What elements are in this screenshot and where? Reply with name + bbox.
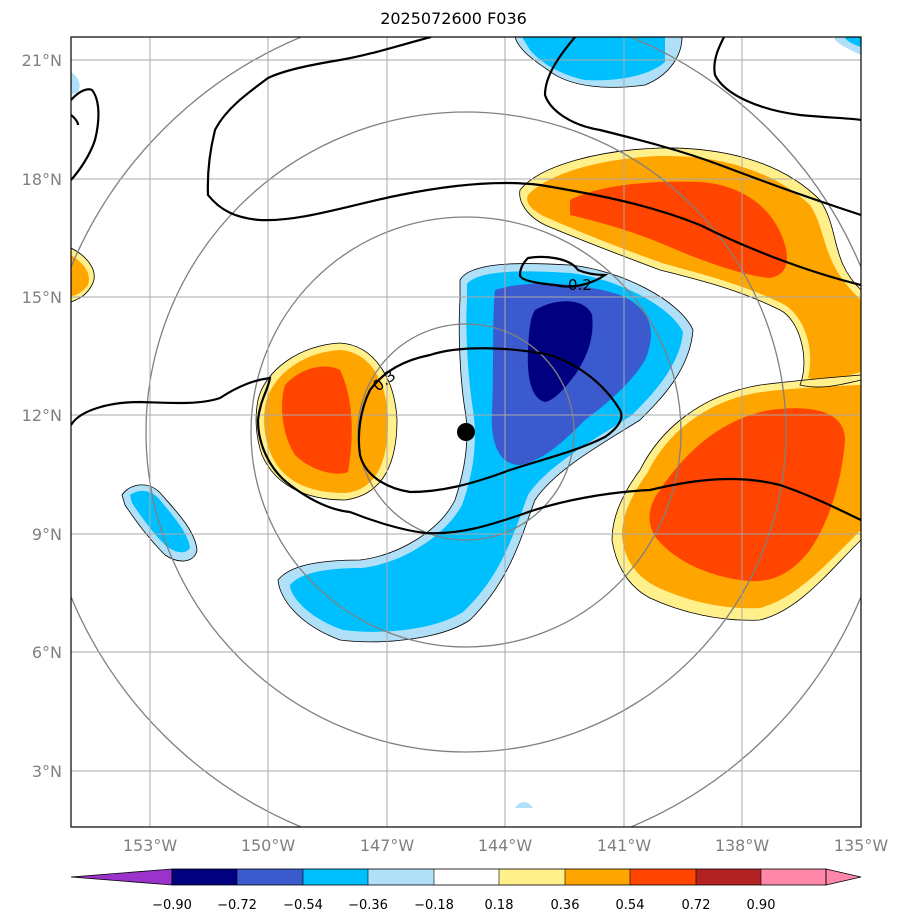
colorbar-label: −0.18	[414, 898, 454, 913]
colorbar-label: 0.72	[682, 898, 711, 913]
range-rings	[71, 37, 861, 827]
map-title: 2025072600 F036	[380, 9, 527, 28]
lon-tick-135w: 135°W	[834, 836, 889, 855]
colorbar-segment	[499, 869, 565, 885]
positive-anomaly-west-edge-core	[71, 255, 89, 296]
lon-tick-147w: 147°W	[360, 836, 415, 855]
lat-tick-9n: 9°N	[32, 525, 62, 544]
negative-anomaly-ne-corner-core	[845, 37, 861, 47]
lon-tick-150w: 150°W	[241, 836, 296, 855]
fill-outlines	[71, 37, 861, 643]
colorbar-segment	[303, 869, 368, 885]
negative-anomaly-s-dot	[515, 802, 533, 808]
colorbar-extend-low	[70, 868, 173, 886]
lat-tick-3n: 3°N	[32, 762, 62, 781]
black-contours	[71, 37, 861, 535]
colorbar-segment	[434, 869, 499, 885]
contour-label-02: 0.2	[568, 276, 592, 294]
longitude-axis: 153°W 150°W 147°W 144°W 141°W 138°W 135°…	[123, 836, 889, 855]
lon-tick-138w: 138°W	[715, 836, 770, 855]
storm-center-marker	[457, 423, 475, 441]
colorbar-label: 0.54	[616, 898, 645, 913]
lat-tick-12n: 12°N	[22, 406, 62, 425]
colorbar-segment	[565, 869, 630, 885]
colorbar-segment	[172, 869, 237, 885]
colorbar-label: −0.36	[348, 898, 388, 913]
colorbar-label: −0.72	[217, 898, 257, 913]
lat-tick-15n: 15°N	[22, 288, 62, 307]
colorbar-segment	[368, 869, 434, 885]
lat-tick-6n: 6°N	[32, 643, 62, 662]
colorbar-label: 0.18	[485, 898, 514, 913]
map-frame	[70, 36, 862, 828]
lon-tick-141w: 141°W	[597, 836, 652, 855]
colorbar-label: −0.90	[152, 898, 192, 913]
colorbar: −0.90 −0.72 −0.54 −0.36 −0.18 0.18 0.36 …	[70, 868, 862, 913]
colorbar-label: 0.90	[747, 898, 776, 913]
lon-tick-144w: 144°W	[478, 836, 533, 855]
lat-tick-21n: 21°N	[22, 51, 62, 70]
map-panel	[71, 37, 861, 827]
colorbar-segment	[630, 869, 696, 885]
gridlines	[71, 37, 861, 827]
lon-tick-153w: 153°W	[123, 836, 178, 855]
negative-anomaly-nw-edge	[71, 72, 80, 95]
colorbar-label: 0.36	[551, 898, 580, 913]
colorbar-label: −0.54	[283, 898, 323, 913]
lat-tick-18n: 18°N	[22, 170, 62, 189]
negative-anomaly-central	[278, 263, 693, 642]
colorbar-segment	[696, 869, 761, 885]
negative-anomaly-north	[515, 37, 682, 88]
colorbar-segment	[237, 869, 303, 885]
colorbar-segment	[761, 869, 826, 885]
latitude-axis: 21°N 18°N 15°N 12°N 9°N 6°N 3°N	[22, 51, 62, 781]
colorbar-extend-high	[825, 868, 862, 886]
